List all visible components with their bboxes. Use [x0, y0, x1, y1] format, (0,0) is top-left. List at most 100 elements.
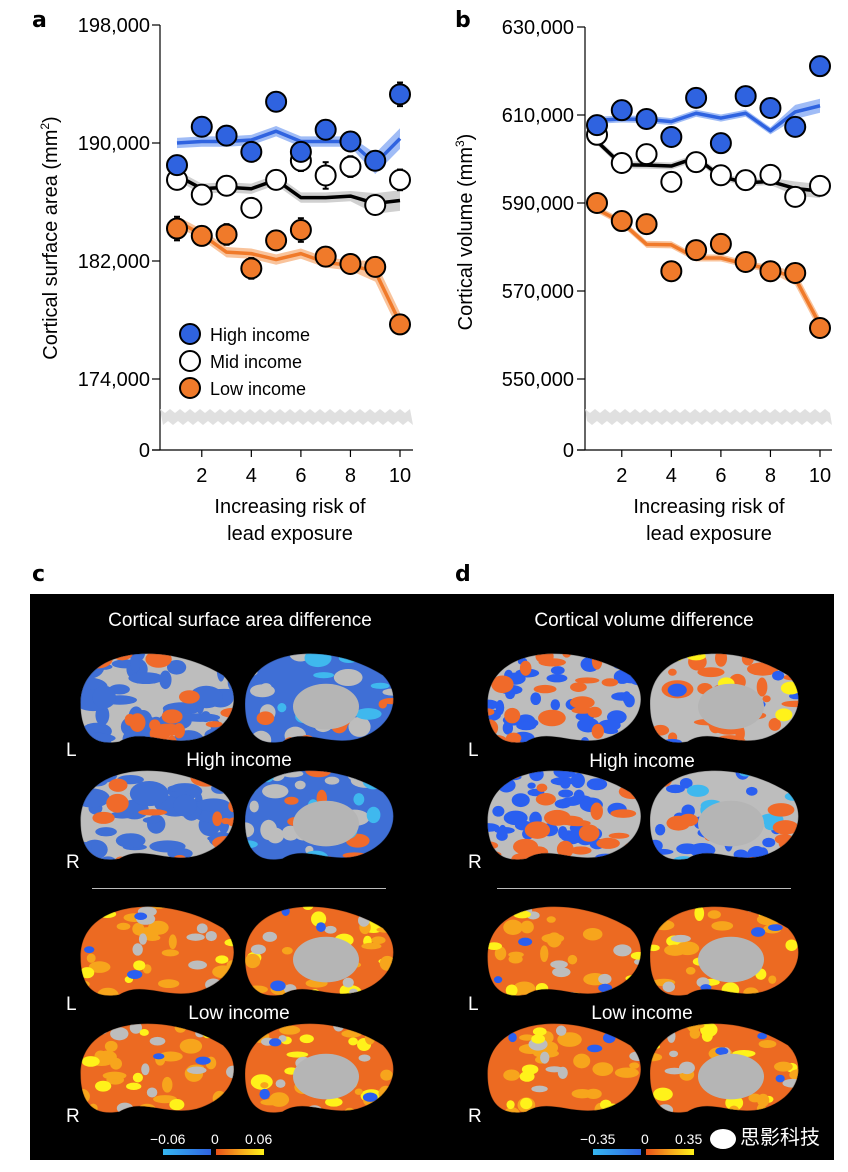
brain-patch — [629, 674, 641, 686]
brain-patch — [789, 692, 799, 700]
brain-d-low-left-medial — [649, 906, 799, 997]
brain-patch — [81, 1056, 100, 1067]
brain-patch — [546, 990, 555, 996]
brain-patch — [699, 853, 714, 860]
brain-patch — [762, 837, 776, 848]
brain-patch — [487, 942, 503, 951]
brain-patch — [304, 653, 332, 668]
brain-patch — [560, 780, 571, 789]
brain-patch — [756, 677, 768, 697]
brain-patch — [518, 937, 533, 946]
brain-outline — [79, 653, 235, 744]
brain-patch — [521, 1064, 539, 1075]
brain-patch — [270, 980, 286, 992]
brain-c-high-right-lateral — [79, 770, 235, 861]
x-tick-label: 8 — [345, 465, 356, 487]
brain-patch — [520, 1097, 533, 1110]
brain-patch — [134, 912, 148, 920]
brain-patch — [99, 856, 117, 860]
brain-patch — [629, 849, 641, 860]
data-point-low-income — [610, 210, 633, 233]
brain-patch — [324, 925, 337, 934]
brain-patch — [222, 989, 232, 996]
brain-patch — [205, 721, 223, 728]
brain-patch — [92, 685, 116, 709]
data-point-low-income — [759, 260, 782, 283]
brain-patch — [366, 806, 381, 824]
brain-patch — [556, 840, 574, 858]
brain-patch — [268, 1038, 282, 1047]
brain-patch — [358, 1054, 371, 1062]
axis-break-band — [160, 409, 413, 425]
brain-patch — [278, 1035, 287, 1042]
brain-patch — [666, 815, 691, 831]
brain-patch — [166, 659, 187, 675]
data-point-mid-income — [734, 169, 757, 192]
brain-patch — [503, 1107, 521, 1113]
brain-patch — [546, 673, 568, 683]
brain-patch — [550, 960, 568, 969]
data-point-low-income — [734, 250, 757, 273]
data-point-high-income — [809, 55, 831, 78]
brain-outline — [486, 1023, 642, 1114]
brain-patch — [173, 855, 186, 860]
data-point-low-income — [389, 313, 411, 336]
medial-wall — [293, 683, 359, 730]
brain-patch — [629, 1062, 640, 1069]
data-point-mid-income — [784, 185, 807, 208]
group-label-d-low: Low income — [591, 1003, 693, 1024]
medial-wall — [698, 800, 764, 847]
brain-patch — [378, 1085, 394, 1101]
brain-c-low-left-lateral — [79, 906, 235, 997]
brain-patch — [226, 1065, 234, 1079]
legend-marker-0 — [179, 323, 201, 345]
brain-patch — [129, 1023, 142, 1034]
data-point-mid-income — [759, 163, 782, 186]
brain-patch — [277, 703, 287, 713]
brain-patch — [569, 696, 595, 709]
brain-patch — [493, 1109, 507, 1113]
brain-patch — [662, 981, 675, 993]
brain-patch — [159, 670, 172, 690]
brain-title-volume: Cortical volume difference — [534, 610, 754, 631]
brain-patch — [508, 1032, 517, 1043]
brain-patch — [540, 945, 549, 963]
brain-patch — [88, 961, 111, 973]
y-tick-label: 630,000 — [502, 17, 574, 39]
brain-patch — [138, 809, 168, 816]
brain-outline — [79, 1023, 235, 1114]
brain-patch — [110, 811, 135, 819]
data-point-low-income — [709, 232, 732, 255]
brain-patch — [775, 1074, 785, 1083]
brain-patch — [187, 1066, 207, 1074]
brain-patch — [598, 719, 621, 732]
brain-patch — [601, 678, 619, 687]
brain-patch — [325, 1097, 343, 1107]
brain-patch — [173, 723, 185, 739]
data-point-low-income — [190, 224, 213, 247]
brain-patch — [132, 943, 143, 956]
brain-patch — [553, 770, 576, 779]
brain-c-low-right-lateral — [79, 1023, 235, 1114]
brain-patch — [504, 707, 521, 724]
brain-patch — [783, 674, 799, 681]
brain-patch — [787, 1023, 799, 1026]
brain-patch — [533, 738, 546, 743]
brain-patch — [679, 778, 693, 789]
data-point-mid-income — [265, 168, 288, 191]
y-tick-label: 590,000 — [502, 193, 574, 215]
brain-patch — [250, 684, 275, 698]
medial-wall — [293, 936, 359, 983]
brain-patch — [286, 1051, 309, 1058]
x-axis-label-a-line2: lead exposure — [227, 523, 353, 545]
brain-patch — [190, 770, 221, 787]
brain-patch — [653, 919, 675, 931]
data-point-mid-income — [709, 164, 732, 187]
brain-patch — [558, 826, 568, 839]
brain-patch — [768, 924, 783, 931]
brain-patch — [519, 1034, 535, 1041]
brain-patch — [250, 944, 266, 955]
brain-patch — [630, 951, 641, 960]
brain-patch — [210, 992, 227, 996]
watermark-text: 思影科技 — [740, 1127, 820, 1149]
